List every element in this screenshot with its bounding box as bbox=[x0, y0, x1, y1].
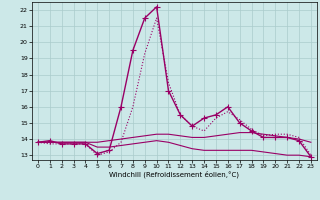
X-axis label: Windchill (Refroidissement éolien,°C): Windchill (Refroidissement éolien,°C) bbox=[109, 171, 239, 178]
